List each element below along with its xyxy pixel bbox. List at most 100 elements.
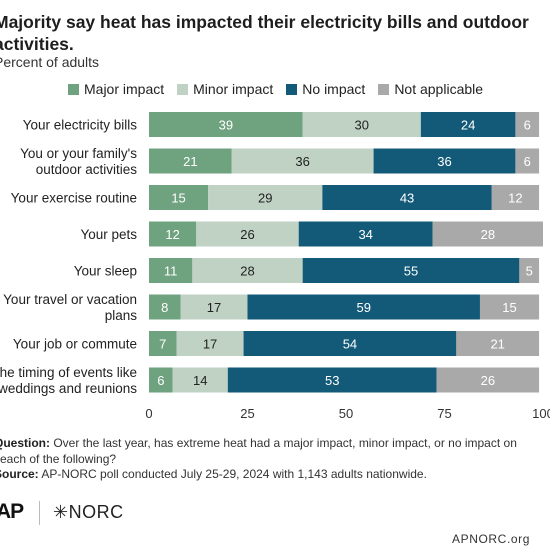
bar-segment [149,148,232,174]
legend-label: Minor impact [193,81,274,97]
chart-notes: Question: Over the last year, has extrem… [0,436,550,483]
data-label: 28 [481,227,495,242]
question-text-line-2: each of the following? [0,451,117,466]
category-label: Your exercise routine [11,191,137,206]
x-tick-label: 75 [437,406,451,421]
bar-segment [519,258,540,283]
chart-subtitle: Percent of adults [0,54,100,70]
bar-segment [247,294,480,320]
data-label: 6 [524,118,531,133]
bar-segment [243,331,457,356]
bar-segment [149,112,303,137]
data-label: 21 [183,154,197,169]
norc-star-icon: ✳ [53,502,69,522]
data-label: 12 [165,227,179,242]
data-label: 15 [502,300,516,315]
data-label: 8 [161,300,168,315]
data-label: 59 [356,300,370,315]
bar-segment [515,112,540,137]
question-note: Question: Over the last year, has extrem… [0,436,550,452]
bar-segment [302,258,520,283]
category-label: The timing of events like weddings and re… [0,365,137,396]
data-label: 7 [159,337,166,352]
source-label: Source: [0,467,39,481]
data-label: 39 [219,118,233,133]
category-label: Your job or commute [13,337,137,352]
bar-segment [479,294,540,320]
x-tick-label: 0 [145,406,152,421]
data-label: 21 [490,337,504,352]
chart-title-line-2: activities. [0,34,74,54]
category-label-line: Your pets [80,227,137,242]
data-label: 11 [164,264,178,279]
x-tick-label: 25 [240,406,254,421]
legend-item-1: Major impact [68,81,164,97]
stacked-bar-chart: Your electricity bills 39 30 24 6 You or your… [0,112,550,421]
bar-segment [196,221,299,247]
category-label: You or your family's outdoor activities [20,146,137,177]
legend-swatch [378,83,390,95]
category-label: Your travel or vacation plans [3,292,137,323]
bar-segment [491,185,540,210]
chart-title-line-1: Majority say heat has impacted their ele… [0,12,529,32]
bar-segment [432,221,543,247]
legend-label: Not applicable [394,81,484,97]
bar-segment [322,185,492,210]
category-label-line: plans [105,308,138,323]
category-label-line: The timing of events like [0,365,137,380]
category-label-line: Your travel or vacation [3,292,137,307]
bar-segment [149,331,177,356]
ap-logo: AP [0,500,24,524]
bar-segment [149,258,193,283]
question-text-line-1: Over the last year, has extreme heat had… [50,436,517,450]
norc-logo: ✳NORC [53,502,124,523]
category-label-line: Your electricity bills [23,118,138,133]
data-label: 14 [193,373,207,388]
data-label: 53 [325,373,339,388]
data-label: 15 [171,191,185,206]
category-label-line: Your job or commute [13,337,137,352]
legend-label: Major impact [84,81,165,97]
ap-logo-text: AP [0,500,24,523]
data-label: 26 [240,227,254,242]
category-label: Your sleep [74,264,137,279]
data-label: 36 [295,154,309,169]
data-label: 55 [404,264,418,279]
legend-label: No impact [302,81,366,97]
data-label: 17 [207,300,221,315]
bar-segment [456,331,540,356]
data-label: 6 [524,154,531,169]
legend-item-3: No impact [286,81,365,97]
data-label: 17 [203,337,217,352]
legend-swatch [68,83,79,95]
category-label-line: weddings and reunions [0,381,137,396]
category-label-line: Your sleep [74,264,137,279]
data-label: 34 [358,227,372,242]
data-label: 28 [240,264,254,279]
bar-segment [192,258,303,283]
category-label-line: You or your family's [20,146,137,161]
bar-segment [176,331,244,356]
bar-segment [172,367,228,393]
legend-item-2: Minor impact [177,81,273,97]
bar-segment [231,148,374,174]
category-label: Your electricity bills [23,118,138,133]
data-label: 43 [400,191,414,206]
bar-segment [149,221,197,247]
data-label: 36 [437,154,451,169]
x-tick-label: 50 [339,406,353,421]
data-label: 24 [461,118,475,133]
bar-segment [420,112,516,137]
logo-divider [39,501,40,525]
bar-segment [149,185,209,210]
bar-segment [208,185,323,210]
bar-segment [373,148,516,174]
data-label: 26 [481,373,495,388]
bar-segment [180,294,248,320]
source-note: Source: AP-NORC poll conducted July 25-2… [0,467,550,483]
data-label: 29 [258,191,272,206]
bar-segment [515,148,540,174]
category-label-line: Your exercise routine [11,191,137,206]
chart-title: Majority say heat has impacted their ele… [0,11,550,55]
data-label: 6 [157,373,164,388]
